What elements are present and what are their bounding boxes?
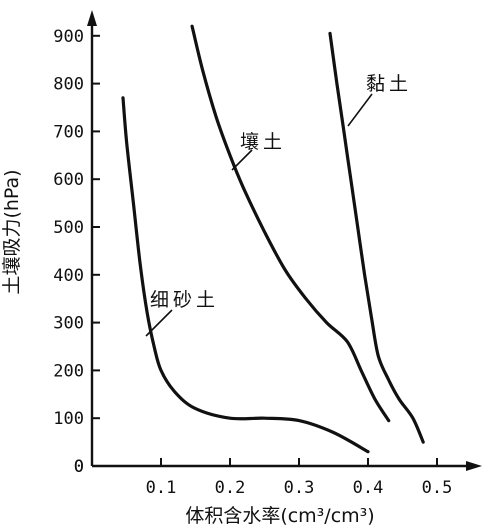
- y-tick-label: 100: [53, 409, 84, 429]
- x-axis-arrow: [466, 461, 482, 471]
- y-tick-label: 700: [53, 122, 84, 142]
- x-axis-title: 体积含水率(cm³/cm³): [185, 505, 374, 527]
- curve-loam: [190, 24, 391, 423]
- y-tick-label: 200: [53, 361, 84, 381]
- y-axis-ticks: 0 100 200 300 400 500 600 700 800 900: [53, 27, 100, 477]
- label-leader-line: [231, 149, 253, 171]
- y-tick-label: 400: [53, 266, 84, 286]
- y-axis-arrow: [87, 10, 97, 26]
- y-tick-label: 300: [53, 314, 84, 334]
- label-clay: 黏土: [366, 73, 412, 95]
- y-tick-label: 900: [53, 27, 84, 47]
- x-axis-ticks: 0 0.1 0.2 0.3 0.4 0.5: [74, 457, 453, 498]
- curve-clay: [328, 31, 425, 444]
- label-fine-sand: 细砂土: [150, 289, 219, 311]
- x-tick-label: 0.3: [284, 478, 315, 498]
- x-tick-label: 0.5: [422, 478, 453, 498]
- y-tick-label: 500: [53, 218, 84, 238]
- axes: [87, 10, 482, 471]
- y-tick-label: 600: [53, 170, 84, 190]
- series-curves: [121, 24, 425, 454]
- x-tick-label: 0.2: [215, 478, 246, 498]
- y-tick-label: 800: [53, 75, 84, 95]
- y-axis-title: 土壤吸力(hPa): [1, 169, 23, 294]
- label-leader-line: [145, 309, 173, 337]
- y-tick-label: 0: [74, 457, 84, 477]
- label-leader-line: [347, 93, 373, 127]
- curve-fine-sand: [121, 96, 370, 454]
- x-tick-label: 0.1: [146, 478, 177, 498]
- curve-labels: 细砂土 壤土 黏土: [145, 73, 412, 337]
- x-tick-label: 0: [74, 457, 84, 477]
- x-tick-label: 0.4: [353, 478, 384, 498]
- label-loam: 壤土: [240, 131, 286, 153]
